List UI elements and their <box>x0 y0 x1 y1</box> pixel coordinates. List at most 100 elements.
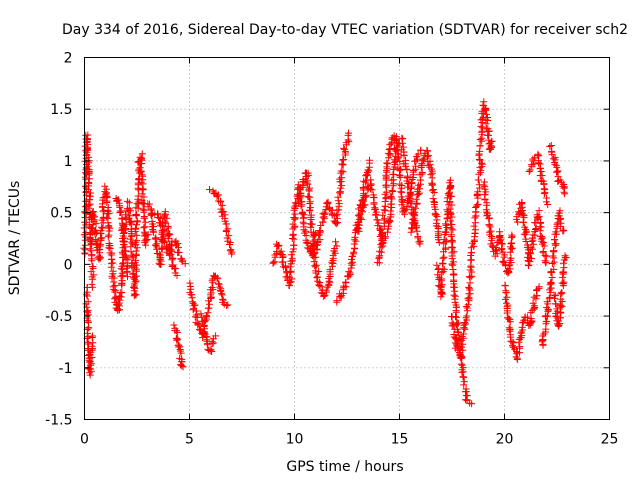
data-point <box>427 171 435 179</box>
data-point <box>398 201 406 209</box>
data-point <box>466 274 474 282</box>
data-point <box>372 210 380 218</box>
data-point <box>480 181 488 189</box>
data-point <box>393 139 401 147</box>
data-point <box>95 252 103 260</box>
data-point <box>485 214 493 222</box>
data-point <box>141 218 149 226</box>
data-point <box>450 291 458 299</box>
data-point <box>411 208 419 216</box>
data-point <box>485 215 493 223</box>
data-point <box>290 241 298 249</box>
data-point <box>553 220 561 228</box>
data-point <box>156 215 164 222</box>
data-point <box>492 244 500 251</box>
data-point <box>213 193 221 201</box>
data-point <box>462 314 470 322</box>
data-point <box>96 230 104 237</box>
data-point <box>501 251 509 259</box>
data-point <box>413 227 421 235</box>
data-point <box>137 178 145 186</box>
data-point <box>208 277 216 285</box>
data-point <box>460 378 468 386</box>
data-point <box>529 245 536 253</box>
data-point <box>174 341 182 349</box>
data-point <box>478 160 486 168</box>
data-point <box>442 221 450 229</box>
data-point <box>530 160 538 168</box>
data-point <box>536 172 544 179</box>
data-point <box>446 183 454 191</box>
y-tick-label: 0.5 <box>50 206 72 222</box>
data-point <box>333 297 341 305</box>
data-point <box>132 247 140 255</box>
data-point <box>506 318 514 326</box>
data-point <box>105 210 113 217</box>
data-point <box>477 167 485 175</box>
data-point <box>400 152 408 160</box>
data-point <box>537 168 545 175</box>
data-point <box>516 343 524 351</box>
data-point <box>451 287 459 295</box>
data-point <box>345 268 353 276</box>
data-point <box>103 213 111 221</box>
data-point <box>222 220 230 228</box>
data-point <box>535 207 543 215</box>
data-point <box>270 258 278 266</box>
data-point <box>309 233 317 241</box>
data-point <box>298 210 306 218</box>
data-point <box>525 168 533 175</box>
data-point <box>304 192 312 200</box>
data-point <box>433 261 441 269</box>
data-point <box>292 199 299 207</box>
data-point <box>547 278 555 286</box>
data-point <box>126 235 134 243</box>
data-point <box>147 211 155 219</box>
data-point <box>367 180 375 188</box>
data-point <box>465 294 473 302</box>
data-point <box>485 221 493 229</box>
data-point <box>464 301 472 309</box>
data-point <box>160 237 168 245</box>
data-point <box>471 219 479 227</box>
data-point <box>309 244 317 252</box>
data-point <box>555 317 563 325</box>
data-point <box>317 283 325 291</box>
data-point <box>338 160 346 168</box>
data-point <box>98 234 106 242</box>
data-point <box>82 229 90 236</box>
data-point <box>506 265 514 273</box>
data-point <box>539 239 547 246</box>
data-point <box>169 261 177 269</box>
data-point <box>326 205 333 212</box>
data-point <box>133 217 141 225</box>
data-point <box>552 228 560 236</box>
data-point <box>167 250 175 258</box>
data-point <box>449 226 457 234</box>
data-point <box>118 289 126 296</box>
data-point <box>177 349 185 357</box>
data-point <box>298 201 306 209</box>
data-point <box>138 190 146 198</box>
data-point <box>529 299 537 307</box>
data-point <box>552 240 560 248</box>
x-tick-label: 0 <box>80 432 89 448</box>
data-point <box>130 282 138 290</box>
data-point <box>446 176 454 184</box>
data-point <box>86 369 93 377</box>
data-point <box>345 129 352 137</box>
data-point <box>384 218 392 226</box>
data-point <box>137 160 145 168</box>
data-point <box>340 144 348 152</box>
data-point <box>218 201 226 209</box>
data-point <box>131 238 139 246</box>
data-point <box>85 159 93 167</box>
data-point <box>557 222 565 230</box>
x-axis-ticks: 0 5 10 15 20 25 <box>80 57 618 448</box>
data-point <box>199 317 207 325</box>
data-point <box>323 199 331 207</box>
data-point <box>468 400 476 408</box>
data-point <box>465 283 473 291</box>
data-point <box>441 228 449 236</box>
data-point <box>116 209 124 216</box>
